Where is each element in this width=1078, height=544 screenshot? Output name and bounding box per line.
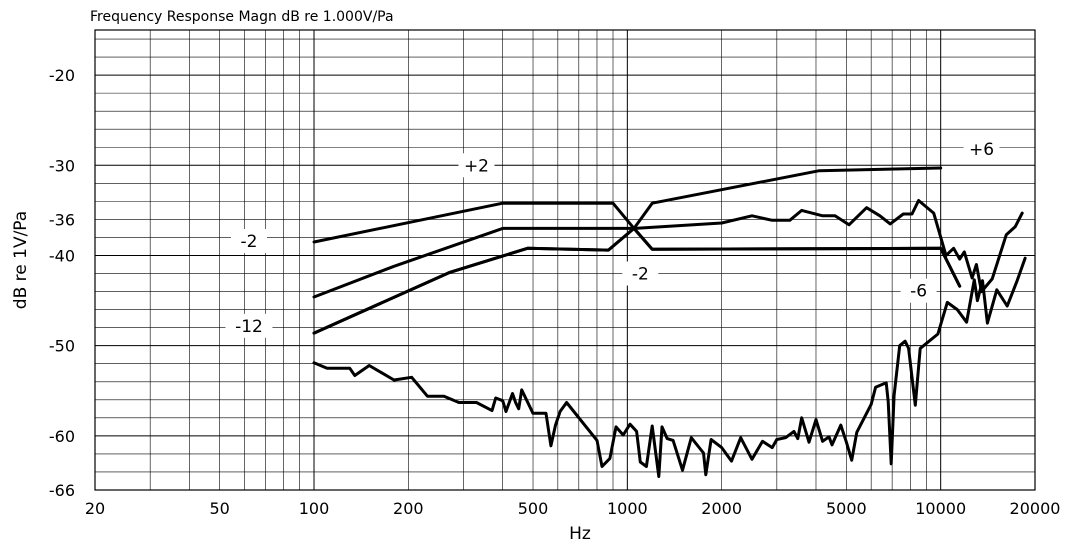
y-tick-label: -30 xyxy=(49,156,75,175)
x-tick-labels: 20 50 100 200 500 1000 2000 5000 10000 20000 xyxy=(85,499,1061,518)
tolerance-label: -2 xyxy=(230,229,267,254)
x-tick-label: 500 xyxy=(518,499,549,518)
tolerance-label: +2 xyxy=(458,153,495,178)
y-tick-label: -40 xyxy=(49,246,75,265)
tolerance-label-bg xyxy=(225,313,273,338)
x-tick-label: 100 xyxy=(299,499,330,518)
series-line-2 xyxy=(312,199,1024,299)
tolerance-label-text: -2 xyxy=(240,232,257,252)
x-tick-label: 20 xyxy=(85,499,105,518)
x-tick-label: 5000 xyxy=(826,499,867,518)
tolerance-label-bg xyxy=(458,153,495,178)
tolerance-label: +6 xyxy=(963,137,1000,162)
x-tick-label: 2000 xyxy=(701,499,742,518)
tolerance-label: -2 xyxy=(622,261,659,286)
y-tick-label: -36 xyxy=(49,210,75,229)
x-tick-label: 10000 xyxy=(915,499,966,518)
x-tick-label: 50 xyxy=(210,499,230,518)
tolerance-label-text: -12 xyxy=(235,317,263,337)
series-line-4 xyxy=(312,226,962,335)
tolerance-label-bg xyxy=(622,261,659,286)
y-tick-label: -66 xyxy=(49,481,75,500)
tolerance-label-bg xyxy=(900,278,937,303)
tolerance-label-text: +6 xyxy=(969,140,994,160)
tolerance-label-text: +2 xyxy=(464,156,489,176)
y-tick-labels: -20 -30 -36 -40 -50 -60 -66 xyxy=(49,66,75,500)
x-tick-label: 20000 xyxy=(1010,499,1061,518)
tolerance-label-text: -6 xyxy=(910,282,927,302)
x-axis-label: Hz xyxy=(569,524,591,544)
chart-title: Frequency Response Magn dB re 1.000V/Pa xyxy=(90,9,394,25)
y-tick-label: -50 xyxy=(49,337,75,356)
tolerance-label: -6 xyxy=(900,278,937,303)
series-lines xyxy=(312,166,1027,478)
annotations: +2 +6 -2 -2 -12 -6 xyxy=(225,137,1000,338)
grid xyxy=(94,29,1036,491)
y-axis-label: dB re 1V/Pa xyxy=(11,211,31,309)
x-tick-label: 200 xyxy=(393,499,424,518)
tolerance-label-bg xyxy=(230,229,267,254)
tolerance-label-text: -2 xyxy=(632,265,649,285)
y-tick-label: -20 xyxy=(49,66,75,85)
x-tick-label: 1000 xyxy=(607,499,648,518)
y-tick-label: -60 xyxy=(49,427,75,446)
series-line-5 xyxy=(312,256,1027,478)
tolerance-label: -12 xyxy=(225,313,273,338)
tolerance-label-bg xyxy=(963,137,1000,162)
